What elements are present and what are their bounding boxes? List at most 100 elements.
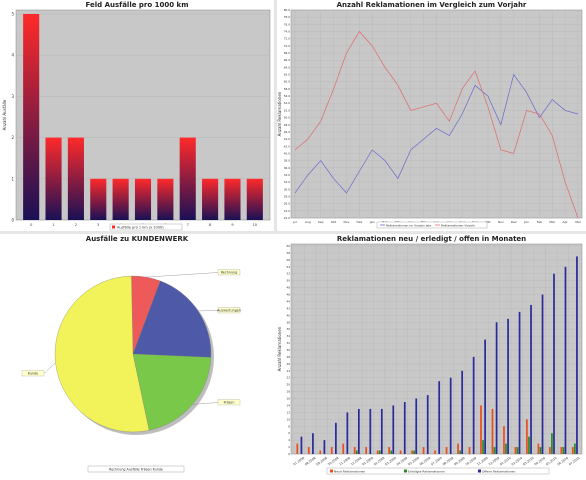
bar: [365, 447, 368, 454]
y-tick-label: 6: [288, 431, 290, 435]
x-tick-label: 01.2009: [361, 456, 374, 466]
bar: [449, 377, 452, 454]
x-tick-label: 11.2009: [476, 456, 489, 466]
y-tick-label: 14: [286, 403, 290, 407]
grouped-bar-chart-complaints: 0246810121416182022242628303234363840424…: [277, 243, 583, 475]
bar: [296, 443, 299, 454]
y-tick-label: 34: [286, 334, 290, 338]
y-tick-label: 38.0: [284, 159, 290, 163]
legend-box: [87, 465, 185, 473]
y-tick-label: 36: [286, 327, 290, 331]
slice-label-box: [217, 269, 241, 276]
bar: [434, 450, 436, 454]
bar: [246, 178, 263, 220]
bar: [355, 450, 358, 454]
bar: [539, 447, 542, 454]
bar: [541, 294, 544, 454]
series-line: [294, 73, 579, 194]
y-tick-label: 56: [286, 258, 290, 262]
y-tick-label: 66.0: [284, 58, 290, 62]
y-tick-label: 5: [11, 12, 14, 17]
y-tick-label: 0: [11, 218, 14, 223]
y-tick-label: 42.0: [284, 144, 290, 148]
y-tick-label: 76.0: [284, 22, 290, 26]
y-axis-label: Anzahl Ausfälle: [2, 99, 7, 130]
legend-label: Neue Reklamationen: [334, 470, 365, 474]
legend-box: [109, 223, 183, 231]
x-tick-label: Mai: [575, 220, 580, 224]
y-tick-label: 10: [286, 417, 290, 421]
y-tick-label: 30: [286, 348, 290, 352]
y-tick-label: 0: [288, 452, 290, 456]
pie-slice: [54, 275, 150, 433]
x-tick-label: 10.2009: [465, 456, 478, 466]
y-tick-label: 36.0: [284, 166, 290, 170]
y-tick-label: 22: [286, 376, 290, 380]
panel-divider-vertical: [274, 0, 277, 233]
bar: [562, 447, 565, 454]
x-tick-label: Jan: [369, 220, 375, 224]
bar: [346, 412, 349, 454]
y-tick-label: 38: [286, 320, 290, 324]
x-tick-label: Nov: [498, 220, 504, 224]
y-tick-label: 2: [11, 135, 14, 140]
bar: [67, 137, 84, 220]
bar: [112, 178, 129, 220]
bar: [413, 450, 416, 454]
bar: [493, 447, 496, 454]
slice-leader-line: [43, 362, 56, 374]
x-tick-label: 06.2010: [557, 456, 570, 466]
pie-chart-failures: Rechnung Auswertungen Fräsen Kunde Rechnung …: [21, 269, 241, 473]
bar: [392, 405, 395, 454]
bar: [491, 408, 494, 454]
bar: [202, 178, 219, 220]
y-tick-label: 28: [286, 355, 290, 359]
y-tick-label: 8: [288, 424, 290, 428]
bar: [426, 395, 429, 454]
slice-leader-line: [146, 272, 219, 278]
bar: [353, 447, 356, 454]
x-tick-label: Okt: [331, 220, 337, 224]
x-tick-label: 12.2008: [350, 456, 363, 466]
chart-title: Feld Ausfälle pro 1000 km: [85, 1, 189, 9]
bar: [495, 322, 498, 454]
bar: [307, 447, 310, 454]
bar: [459, 450, 461, 454]
x-tick-label: 06.2009: [419, 456, 432, 466]
x-tick-label: 08.2008: [304, 456, 317, 466]
y-tick-label: 74.0: [284, 30, 290, 34]
y-tick-label: 30.0: [284, 187, 290, 191]
y-tick-label: 1: [11, 176, 14, 181]
x-tick-label: 10: [253, 223, 257, 227]
pie-slice: [132, 280, 212, 358]
y-tick-label: 24.0: [284, 209, 290, 213]
bar: [342, 443, 345, 454]
y-tick-label: 24: [286, 369, 290, 373]
bar: [560, 447, 563, 454]
bar: [312, 433, 314, 454]
bar: [457, 443, 459, 454]
x-tick-label: 03.2010: [522, 456, 535, 466]
bar: [45, 137, 62, 220]
y-tick-label: 60: [286, 244, 290, 248]
x-tick-label: 1: [52, 223, 54, 227]
y-tick-label: 2: [288, 445, 290, 449]
y-tick-label: 12: [286, 410, 290, 414]
y-tick-label: 70.0: [284, 44, 290, 48]
x-tick-label: 0: [30, 223, 32, 227]
bar: [445, 447, 448, 454]
y-tick-label: 20: [286, 383, 290, 387]
bar: [90, 178, 107, 220]
bar: [330, 447, 333, 454]
bar: [503, 426, 505, 454]
bar: [516, 447, 519, 454]
y-tick-label: 4: [11, 53, 14, 58]
y-tick-label: 78.0: [284, 15, 290, 19]
x-tick-label: 9: [231, 223, 233, 227]
y-tick-label: 50.0: [284, 116, 290, 120]
bar: [480, 405, 482, 454]
legend-box: [376, 221, 488, 229]
bar: [484, 339, 486, 454]
legend-box: [326, 467, 550, 475]
bar: [482, 440, 484, 454]
